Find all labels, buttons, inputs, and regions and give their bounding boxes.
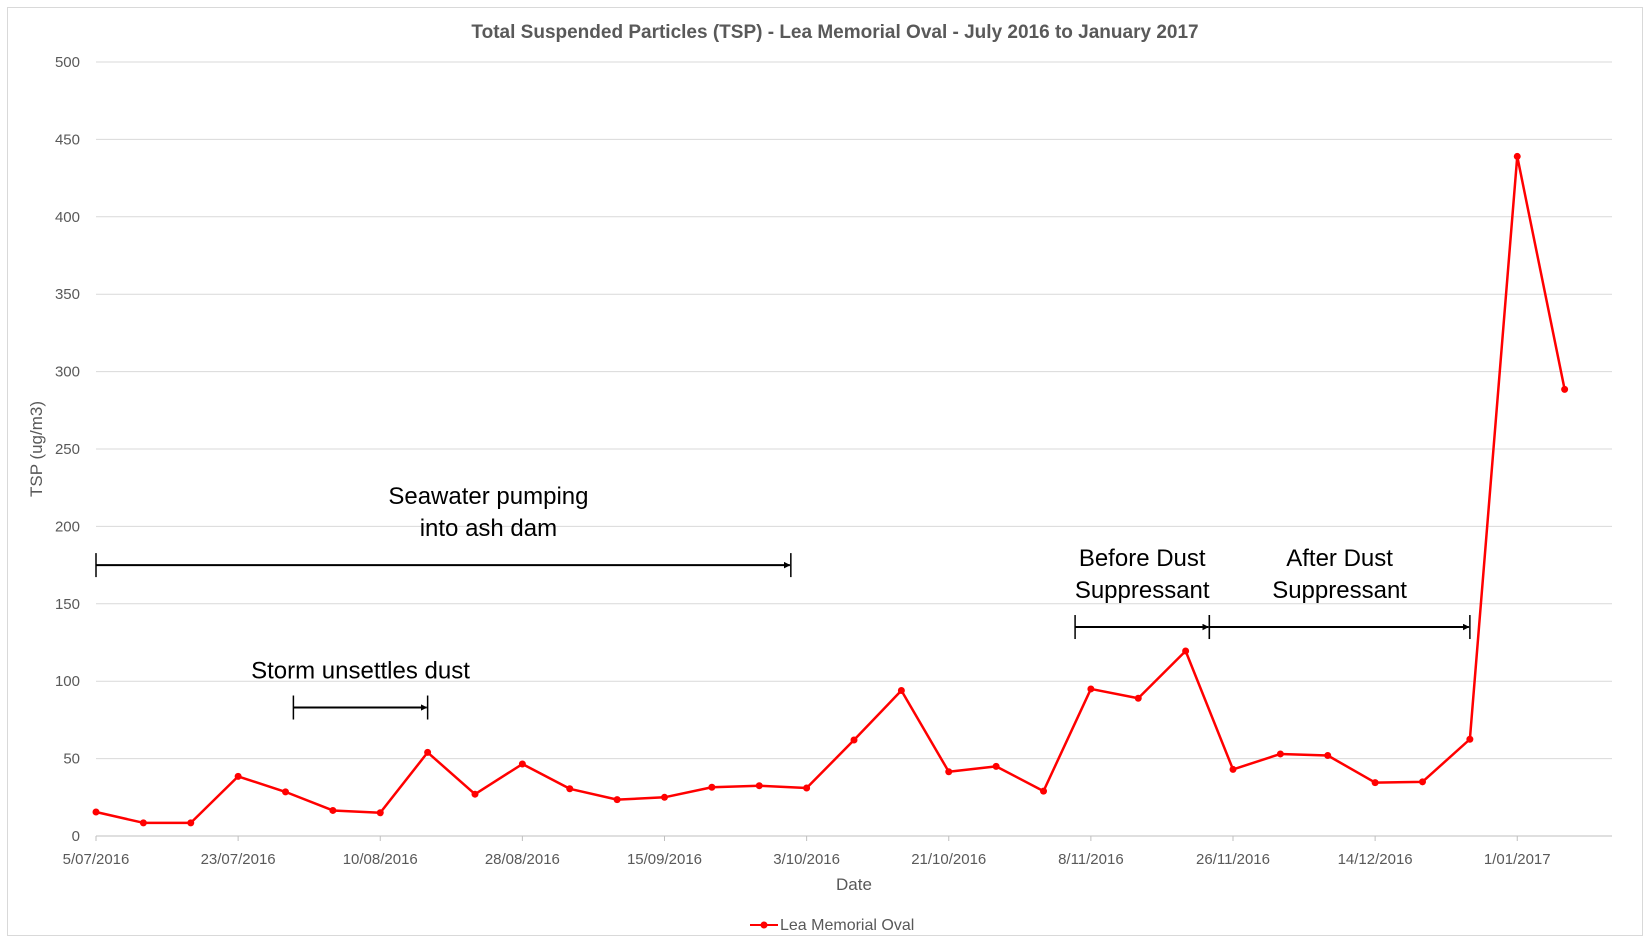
data-point — [1182, 647, 1190, 655]
y-axis-title: TSP (ug/m3) — [27, 401, 46, 497]
data-point — [518, 760, 526, 768]
data-point — [661, 793, 668, 801]
x-tick-label: 8/11/2016 — [1058, 851, 1124, 868]
y-tick-layer: 0 50 100 150 200 250 300 350 400 450 500 — [55, 54, 80, 845]
data-point — [1040, 787, 1047, 795]
y-tick-label: 150 — [55, 596, 80, 613]
y-tick-label: 500 — [55, 54, 80, 71]
annotation-label: Suppressant — [1075, 577, 1210, 604]
data-point — [1276, 750, 1284, 758]
x-tick-label: 10/08/2016 — [343, 851, 418, 868]
legend: Lea Memorial Oval — [750, 917, 914, 934]
grid-layer — [96, 61, 1612, 760]
x-tick-label: 3/10/2016 — [773, 851, 840, 868]
legend-marker — [760, 921, 768, 929]
y-tick-label: 350 — [55, 286, 80, 303]
data-point — [1466, 735, 1474, 743]
data-point — [1371, 779, 1379, 787]
y-tick-label: 50 — [63, 751, 80, 768]
annotation-label: Storm unsettles dust — [251, 658, 470, 685]
data-point — [1087, 685, 1095, 693]
data-point — [1229, 765, 1237, 773]
legend-label: Lea Memorial Oval — [780, 917, 914, 934]
y-tick-label: 0 — [72, 828, 80, 845]
annotation-label: Suppressant — [1272, 577, 1407, 604]
data-point — [187, 819, 195, 827]
annotation-label: Before Dust — [1079, 545, 1206, 572]
data-point — [850, 736, 858, 744]
data-point — [1324, 752, 1332, 760]
data-point — [897, 686, 905, 694]
data-point — [803, 784, 811, 792]
series-line — [95, 155, 1566, 825]
x-tick-label: 21/10/2016 — [911, 851, 986, 868]
y-tick-label: 450 — [55, 131, 80, 148]
data-point — [1561, 385, 1569, 393]
data-point — [471, 790, 479, 798]
y-tick-label: 300 — [55, 364, 80, 381]
data-point — [613, 796, 621, 804]
data-point — [1513, 152, 1521, 160]
data-point — [992, 762, 1000, 770]
annotation-layer: Seawater pumping into ash dam Storm unsett… — [95, 483, 1471, 720]
x-tick-label: 14/12/2016 — [1338, 851, 1413, 868]
x-tick-layer: 5/07/2016 23/07/2016 10/08/2016 28/08/2016 1… — [63, 836, 1551, 868]
annotation-label: into ash dam — [420, 515, 557, 542]
data-point — [755, 782, 763, 790]
data-point — [945, 768, 953, 776]
data-point — [92, 808, 100, 816]
data-point — [139, 819, 147, 827]
data-point — [329, 806, 337, 814]
data-point — [282, 788, 289, 796]
x-tick-label: 5/07/2016 — [63, 851, 130, 868]
y-tick-label: 100 — [55, 673, 80, 690]
data-point — [1134, 694, 1142, 702]
y-tick-label: 200 — [55, 518, 80, 535]
x-axis-title: Date — [836, 875, 872, 894]
x-tick-label: 1/01/2017 — [1484, 851, 1551, 868]
x-tick-label: 23/07/2016 — [201, 851, 276, 868]
data-point — [566, 785, 574, 793]
chart-frame — [7, 7, 1643, 936]
data-point — [234, 772, 242, 780]
y-tick-label: 250 — [55, 441, 80, 458]
x-tick-label: 28/08/2016 — [485, 851, 560, 868]
data-point — [424, 748, 432, 756]
x-tick-label: 15/09/2016 — [627, 851, 702, 868]
annotation-label: After Dust — [1286, 545, 1393, 572]
y-tick-label: 400 — [55, 209, 80, 226]
annotation-label: Seawater pumping — [388, 483, 588, 510]
x-tick-label: 26/11/2016 — [1196, 851, 1270, 868]
chart-title: Total Suspended Particles (TSP) - Lea Me… — [471, 22, 1198, 43]
series-layer — [92, 152, 1569, 827]
data-point — [708, 783, 716, 791]
data-point — [1419, 778, 1426, 786]
data-point — [376, 809, 384, 817]
